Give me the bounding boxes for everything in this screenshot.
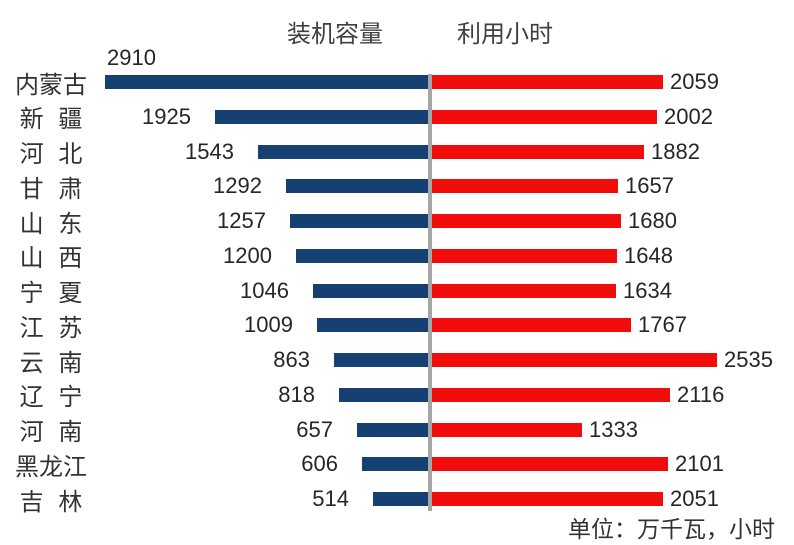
capacity-bar bbox=[339, 387, 430, 402]
capacity-bar bbox=[258, 144, 430, 159]
hours-value-label: 1680 bbox=[628, 208, 677, 233]
province-label: 辽 宁 bbox=[19, 384, 83, 412]
capacity-value-label: 1257 bbox=[217, 208, 266, 233]
legend-hours-label: 利用小时 bbox=[457, 20, 553, 48]
province-label: 河 北 bbox=[19, 141, 83, 168]
hours-value-label: 1767 bbox=[638, 312, 687, 338]
capacity-value-label: 657 bbox=[296, 416, 333, 442]
hours-value-label: 2051 bbox=[670, 486, 719, 511]
hours-value-label: 1634 bbox=[623, 277, 672, 303]
hours-value-label: 1648 bbox=[624, 242, 673, 268]
legend-capacity-label: 装机容量 bbox=[287, 20, 383, 48]
hours-value-label: 2535 bbox=[724, 347, 773, 372]
capacity-value-label: 818 bbox=[278, 381, 315, 407]
hours-value-label: 2059 bbox=[670, 69, 719, 94]
province-label: 宁 夏 bbox=[19, 280, 83, 307]
hours-bar bbox=[432, 75, 663, 89]
capacity-value-label: 606 bbox=[301, 451, 338, 477]
capacity-value-label: 1200 bbox=[223, 242, 272, 268]
hours-bar bbox=[432, 144, 644, 159]
capacity-bar bbox=[357, 422, 430, 437]
capacity-value-label: 2910 bbox=[107, 45, 156, 70]
center-axis-line bbox=[428, 74, 432, 511]
capacity-bar bbox=[286, 179, 430, 194]
hours-value-label: 2002 bbox=[664, 103, 713, 129]
hours-bar bbox=[432, 248, 617, 263]
capacity-bar bbox=[362, 457, 430, 472]
capacity-value-label: 1925 bbox=[142, 103, 191, 129]
capacity-value-label: 1046 bbox=[240, 277, 289, 303]
hours-value-label: 2116 bbox=[677, 381, 725, 407]
hours-bar bbox=[432, 387, 670, 402]
province-label: 山 东 bbox=[19, 210, 83, 238]
unit-footnote: 单位：万千瓦，小时 bbox=[568, 516, 775, 542]
hours-bar bbox=[432, 353, 717, 367]
province-label: 黑龙江 bbox=[15, 453, 87, 481]
capacity-bar bbox=[313, 283, 430, 298]
province-label: 吉 林 bbox=[19, 488, 83, 516]
hours-bar bbox=[432, 457, 668, 472]
hours-bar bbox=[432, 422, 582, 437]
hours-bar bbox=[432, 109, 657, 124]
capacity-value-label: 1543 bbox=[185, 138, 234, 164]
capacity-bar bbox=[105, 75, 430, 89]
province-label: 甘 肃 bbox=[19, 175, 83, 203]
capacity-bar bbox=[317, 318, 430, 333]
capacity-bar bbox=[296, 248, 430, 263]
capacity-value-label: 514 bbox=[312, 486, 349, 511]
province-label: 江 苏 bbox=[19, 314, 83, 342]
province-label: 河 南 bbox=[19, 419, 83, 446]
hours-value-label: 2101 bbox=[675, 451, 724, 477]
hours-bar bbox=[432, 318, 631, 333]
capacity-value-label: 863 bbox=[273, 347, 310, 372]
province-label: 山 西 bbox=[19, 245, 83, 273]
hours-value-label: 1657 bbox=[625, 173, 674, 199]
hours-bar bbox=[432, 492, 663, 506]
hours-bar bbox=[432, 179, 618, 194]
province-label: 新 疆 bbox=[19, 106, 83, 134]
capacity-value-label: 1292 bbox=[213, 173, 262, 199]
capacity-bar bbox=[290, 214, 430, 228]
hours-value-label: 1882 bbox=[651, 138, 700, 164]
province-label: 云 南 bbox=[19, 349, 83, 377]
capacity-bar bbox=[215, 109, 430, 124]
hours-bar bbox=[432, 283, 616, 298]
capacity-value-label: 1009 bbox=[244, 312, 293, 338]
capacity-bar bbox=[373, 492, 430, 506]
hours-bar bbox=[432, 214, 621, 228]
hours-value-label: 1333 bbox=[589, 416, 638, 442]
capacity-bar bbox=[334, 353, 430, 367]
province-label: 内蒙古 bbox=[15, 71, 87, 99]
